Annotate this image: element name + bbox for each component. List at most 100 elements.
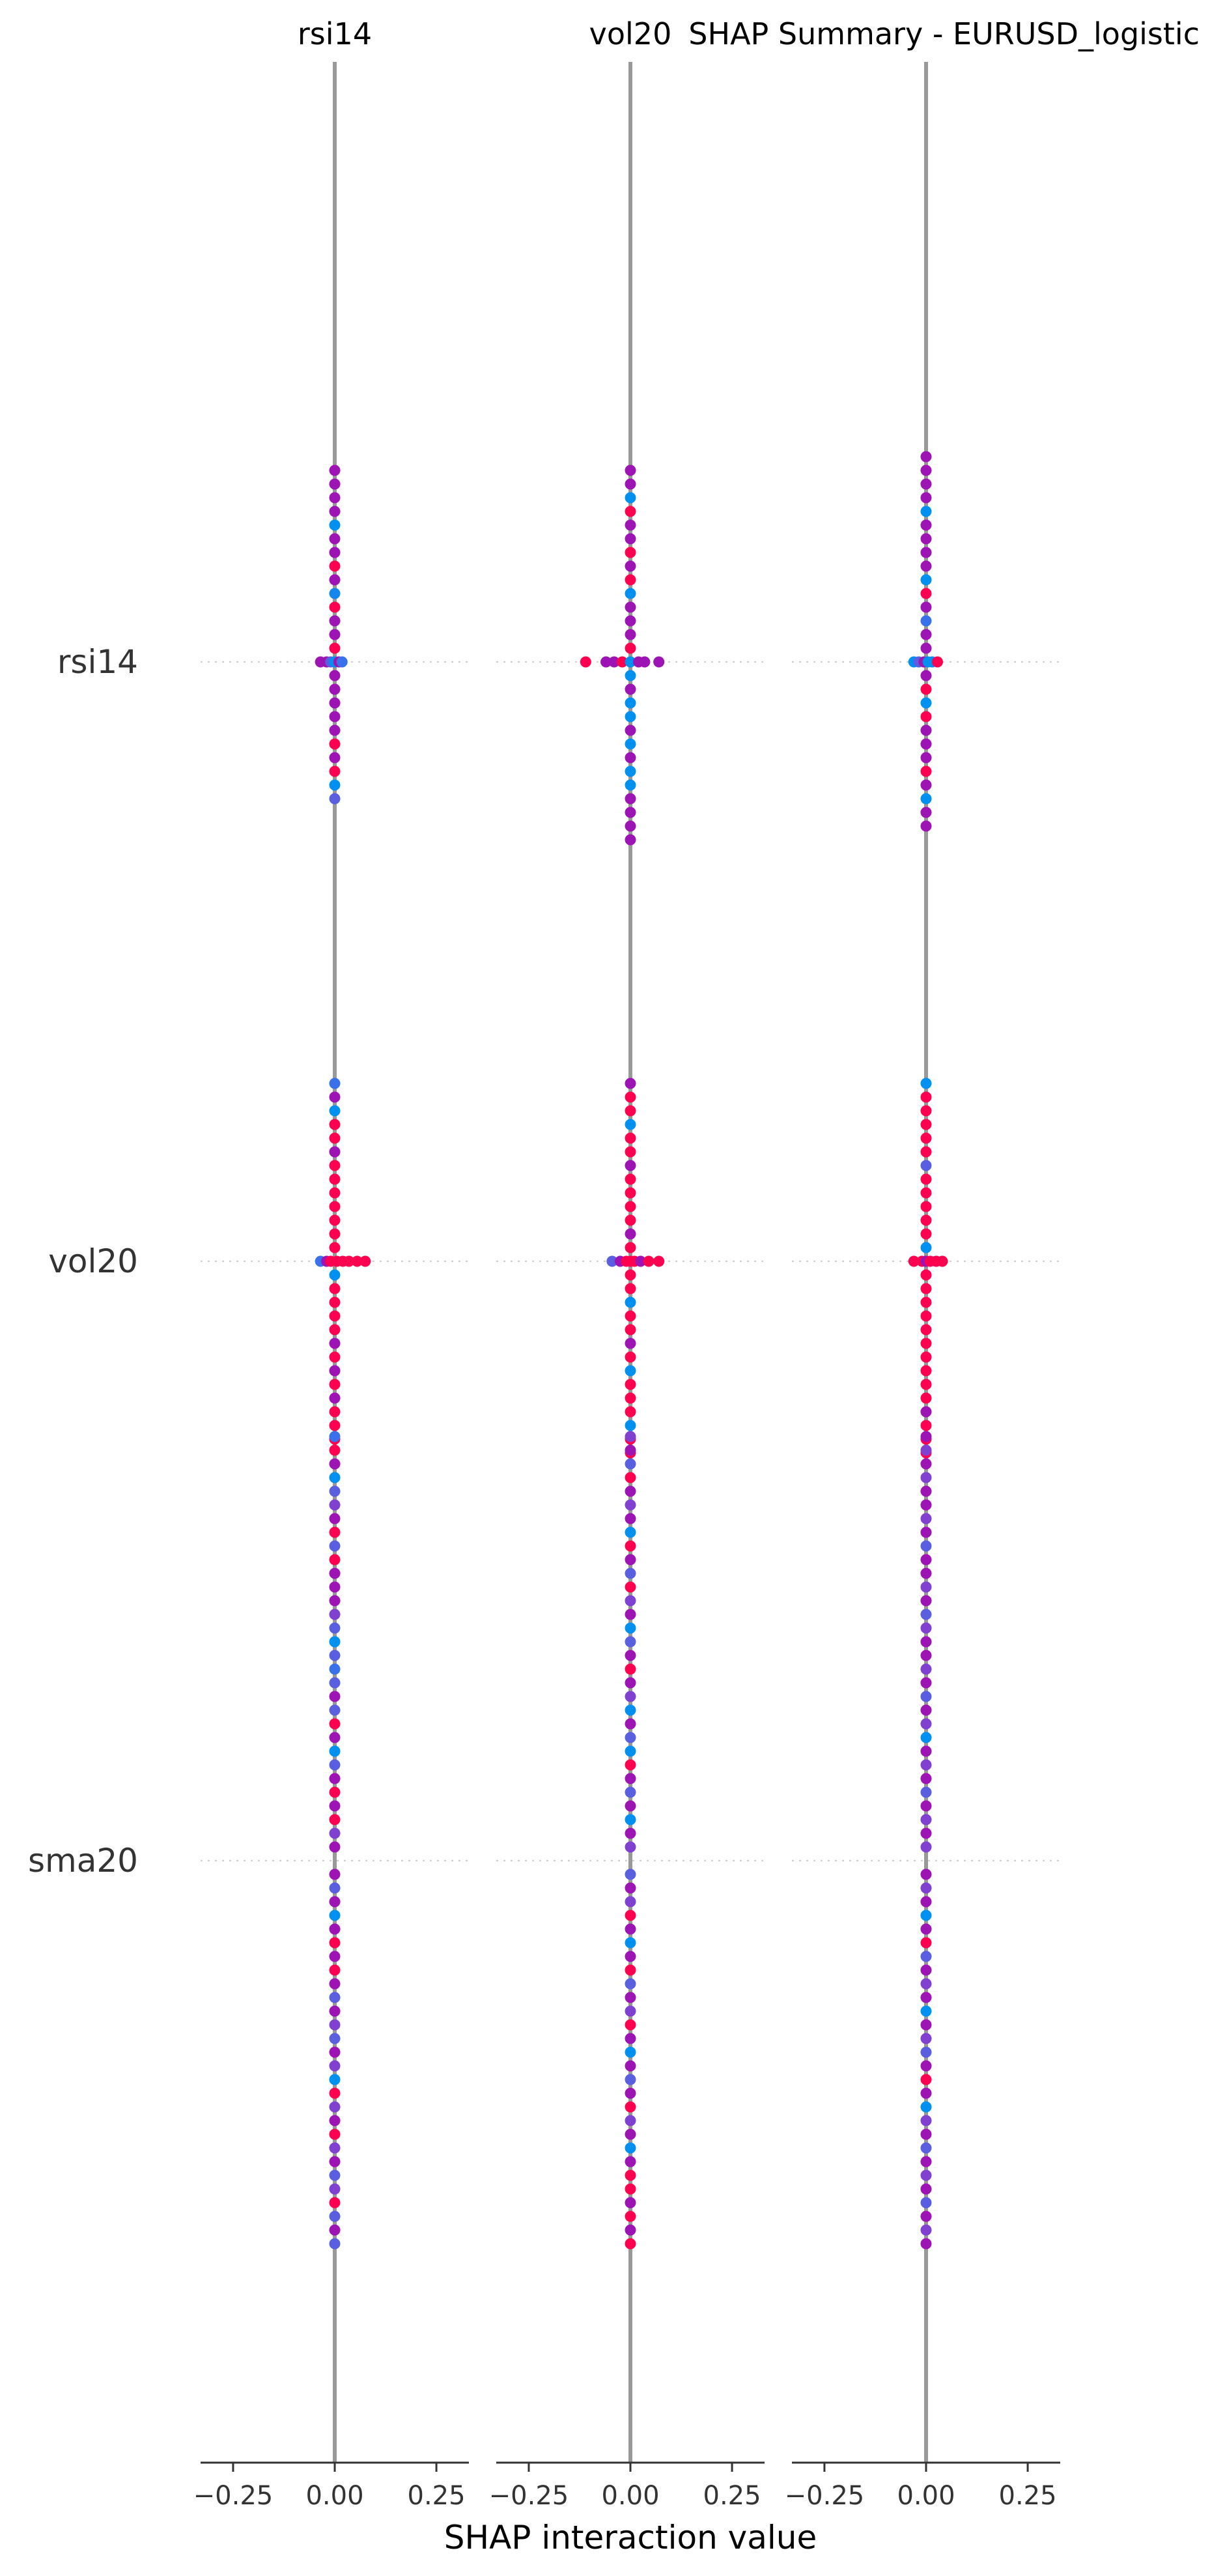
data-point xyxy=(625,2238,636,2250)
x-tick-label: 0.00 xyxy=(601,2481,659,2511)
data-point xyxy=(329,1868,341,1880)
data-point xyxy=(625,1622,636,1634)
data-point xyxy=(643,1255,655,1267)
data-point xyxy=(920,1160,932,1171)
data-point xyxy=(625,2046,636,2058)
data-point xyxy=(920,1146,932,1158)
data-point xyxy=(920,2060,932,2072)
data-point xyxy=(625,2183,636,2195)
data-point xyxy=(625,1173,636,1185)
data-point xyxy=(625,1458,636,1470)
data-point xyxy=(329,2019,341,2031)
data-point xyxy=(920,1827,932,1839)
data-point xyxy=(920,642,932,654)
data-point xyxy=(625,1228,636,1240)
data-point xyxy=(329,1923,341,1935)
data-point xyxy=(329,1745,341,1757)
data-point xyxy=(625,629,636,640)
data-point xyxy=(920,1937,932,1949)
data-point xyxy=(625,1773,636,1784)
x-tick-label: 0.25 xyxy=(999,2481,1057,2511)
data-point xyxy=(625,1951,636,1962)
data-point xyxy=(329,588,341,599)
data-point xyxy=(329,533,341,545)
data-point xyxy=(625,2224,636,2236)
data-point xyxy=(625,1431,636,1442)
data-point xyxy=(329,492,341,504)
data-point xyxy=(920,793,932,805)
data-point xyxy=(920,1677,932,1689)
data-point xyxy=(920,1499,932,1511)
data-point xyxy=(329,2142,341,2154)
data-point xyxy=(329,1622,341,1634)
data-point xyxy=(920,2087,932,2099)
data-point xyxy=(329,2224,341,2236)
data-point xyxy=(920,1650,932,1661)
data-point xyxy=(329,1091,341,1103)
data-point xyxy=(920,1379,932,1390)
data-point xyxy=(625,1650,636,1661)
data-point xyxy=(329,1677,341,1689)
data-point xyxy=(920,560,932,572)
data-point xyxy=(920,1663,932,1675)
data-point xyxy=(625,492,636,504)
data-point xyxy=(920,1622,932,1634)
data-point xyxy=(625,1609,636,1620)
data-point xyxy=(329,1581,341,1593)
data-point xyxy=(329,1420,341,1431)
data-point xyxy=(920,478,932,490)
data-point xyxy=(920,1078,932,1089)
data-point xyxy=(920,2046,932,2058)
data-point xyxy=(329,1269,341,1281)
data-point xyxy=(329,1978,341,1990)
data-point xyxy=(625,1745,636,1757)
x-tick-label: −0.25 xyxy=(489,2481,569,2511)
data-point xyxy=(625,793,636,805)
data-point xyxy=(920,519,932,531)
data-point xyxy=(329,1513,341,1524)
data-point xyxy=(920,1201,932,1212)
data-point xyxy=(625,1119,636,1130)
data-point xyxy=(920,1187,932,1199)
data-point xyxy=(329,1732,341,1743)
data-point xyxy=(920,1283,932,1295)
data-point xyxy=(329,1431,341,1442)
data-point xyxy=(920,1338,932,1349)
data-point xyxy=(329,2033,341,2044)
data-point xyxy=(625,1827,636,1839)
data-point xyxy=(920,1786,932,1798)
data-point xyxy=(908,1255,920,1267)
data-point xyxy=(931,656,943,668)
data-point xyxy=(920,1173,932,1185)
data-point xyxy=(336,656,348,668)
data-point xyxy=(920,1540,932,1552)
data-point xyxy=(329,2238,341,2250)
data-point xyxy=(920,1581,932,1593)
data-point xyxy=(920,1420,932,1431)
data-point xyxy=(625,533,636,545)
data-point xyxy=(920,574,932,586)
data-point xyxy=(635,1255,647,1267)
data-point xyxy=(625,2142,636,2154)
data-point xyxy=(600,656,612,668)
data-point xyxy=(920,1745,932,1757)
data-point xyxy=(625,1132,636,1144)
data-point xyxy=(625,1732,636,1743)
data-point xyxy=(329,724,341,736)
data-point xyxy=(625,1242,636,1253)
data-point xyxy=(329,2060,341,2072)
data-point xyxy=(920,1567,932,1579)
data-point xyxy=(625,1499,636,1511)
data-point xyxy=(920,2128,932,2140)
data-point xyxy=(329,1526,341,1538)
data-point xyxy=(625,820,636,832)
data-point xyxy=(625,1923,636,1935)
data-point xyxy=(625,1526,636,1538)
data-point xyxy=(920,1392,932,1404)
data-point xyxy=(329,1485,341,1497)
data-point xyxy=(329,1567,341,1579)
data-point xyxy=(329,1392,341,1404)
data-point xyxy=(329,1214,341,1226)
data-point xyxy=(625,711,636,723)
data-point xyxy=(920,1882,932,1894)
